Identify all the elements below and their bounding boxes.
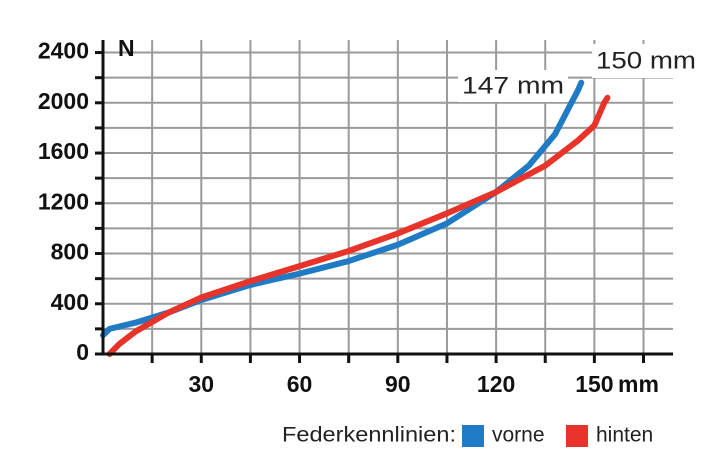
series-line (106, 94, 611, 357)
y-tick-label: 2000 (38, 88, 89, 114)
y-tick-label: 400 (51, 289, 89, 315)
legend: Federkennlinien: vorne hinten (282, 424, 653, 447)
x-tick-label: 30 (188, 371, 214, 397)
y-tick-label: 1600 (38, 138, 89, 164)
x-tick-label: 60 (287, 371, 313, 397)
annotation-box (458, 70, 568, 102)
x-tick-label: 120 (477, 371, 515, 397)
y-axis-label: N (118, 35, 135, 61)
y-tick-label: 800 (51, 239, 89, 265)
series-line (100, 79, 585, 339)
legend-swatch (462, 425, 484, 447)
y-tick-label: 2400 (38, 38, 89, 64)
series-lines (100, 79, 611, 357)
legend-label: vorne (492, 424, 545, 447)
y-tick-label: 0 (76, 339, 89, 365)
annotation-box (592, 44, 698, 78)
grid (103, 40, 673, 355)
annotation: 147 mm (462, 72, 564, 99)
legend-swatch (566, 425, 588, 447)
legend-label: hinten (596, 424, 653, 447)
legend-title: Federkennlinien: (282, 424, 456, 447)
y-tick-label: 1200 (38, 188, 89, 214)
x-tick-label: 150 (575, 371, 613, 397)
axes: 30 60 90 120 150 0 400 800 1200 1600 2000 2400 (38, 38, 673, 397)
x-axis-label: mm (618, 371, 659, 397)
x-tick-label: 90 (385, 371, 411, 397)
annotation: 150 mm (596, 47, 696, 74)
